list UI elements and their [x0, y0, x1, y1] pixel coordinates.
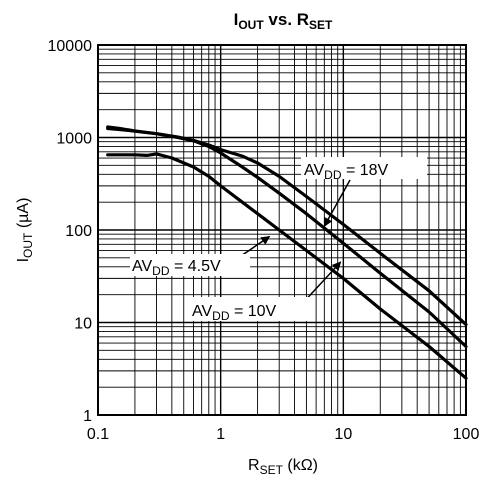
y-tick-labels: 1 10 100 1000 10000 [48, 38, 93, 425]
y-axis-label: IOUT (µA) [15, 198, 35, 263]
annotation-arrow-18v [323, 179, 351, 227]
y-tick-label: 100 [65, 223, 92, 240]
series-line-avdd-10v [106, 125, 468, 349]
x-tick-labels: 0.1 1 10 100 [87, 426, 480, 443]
svg-text:AVDD = 4.5V: AVDD = 4.5V [132, 258, 221, 278]
x-tick-label: 10 [334, 426, 352, 443]
x-tick-label: 0.1 [87, 426, 109, 443]
chart-title: IOUT vs. RSET [234, 10, 333, 32]
series-label-18v: AVDD = 18V [301, 157, 427, 182]
y-tick-label: 1 [83, 408, 92, 425]
y-tick-label: 1000 [56, 131, 92, 148]
y-tick-label: 10 [74, 316, 92, 333]
x-tick-label: 100 [453, 426, 480, 443]
series-label-4-5v: AVDD = 4.5V [130, 254, 250, 278]
plot-frame [97, 44, 467, 416]
series-label-10v: AVDD = 10V [190, 297, 310, 323]
x-tick-label: 1 [216, 426, 225, 443]
data-series [106, 125, 468, 380]
x-axis-label: RSET (kΩ) [248, 457, 318, 477]
y-tick-label: 10000 [48, 38, 93, 55]
svg-text:AVDD = 18V: AVDD = 18V [304, 162, 389, 182]
svg-text:AVDD = 10V: AVDD = 10V [192, 303, 277, 323]
series-line-avdd-4-5v [106, 152, 468, 380]
